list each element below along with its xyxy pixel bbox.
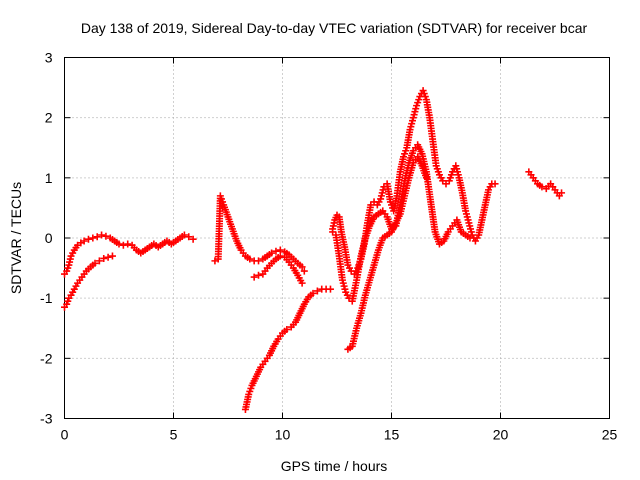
- data-point: [276, 252, 284, 260]
- x-tick-label: 0: [61, 427, 69, 443]
- data-point: [246, 255, 254, 263]
- data-point: [119, 241, 127, 249]
- data-point: [124, 240, 132, 248]
- y-tick-label: 3: [45, 50, 53, 66]
- data-point: [89, 234, 97, 242]
- y-tick-label: 0: [45, 230, 53, 246]
- data-point: [309, 289, 317, 297]
- data-point: [255, 257, 263, 265]
- x-tick-labels: 0 5 10 15 20 25: [61, 427, 618, 443]
- series-seg9: [525, 168, 566, 200]
- x-tick-label: 10: [275, 427, 291, 443]
- data-point: [102, 232, 110, 240]
- data-markers: [61, 87, 566, 413]
- series-seg5: [241, 285, 334, 413]
- data-point: [538, 183, 546, 191]
- data-point: [95, 257, 103, 265]
- data-point: [93, 233, 101, 241]
- data-point: [326, 285, 334, 293]
- data-point: [300, 267, 308, 275]
- y-tick-label: -2: [40, 350, 53, 366]
- data-point: [272, 247, 280, 255]
- data-point: [104, 253, 112, 261]
- data-point: [185, 233, 193, 241]
- data-point: [84, 235, 92, 243]
- data-point: [298, 279, 306, 287]
- data-point: [91, 259, 99, 267]
- x-tick-label: 20: [493, 427, 509, 443]
- y-axis-label: SDTVAR / TECUs: [8, 182, 24, 294]
- series-seg8: [344, 153, 430, 353]
- data-point: [100, 254, 108, 262]
- axis-ticks: [64, 57, 610, 419]
- data-point: [115, 240, 123, 248]
- y-tick-label: -3: [40, 411, 53, 427]
- data-point: [268, 249, 276, 257]
- data-point: [298, 263, 306, 271]
- series-seg3: [211, 192, 308, 275]
- series-seg4: [250, 252, 306, 287]
- data-point: [283, 325, 291, 333]
- data-point: [80, 237, 88, 245]
- x-axis-label: GPS time / hours: [281, 458, 388, 474]
- data-point: [180, 231, 188, 239]
- data-point: [558, 189, 566, 197]
- y-tick-label: 1: [45, 170, 53, 186]
- data-point: [108, 252, 116, 260]
- data-point: [189, 235, 197, 243]
- data-point: [250, 273, 258, 281]
- series-seg2: [61, 252, 116, 311]
- data-point: [313, 287, 321, 295]
- y-tick-labels: -3 -2 -1 0 1 2 3: [40, 50, 53, 427]
- y-tick-label: -1: [40, 290, 53, 306]
- data-point: [255, 271, 263, 279]
- x-tick-label: 5: [170, 427, 178, 443]
- y-tick-label: 2: [45, 110, 53, 126]
- data-point: [276, 246, 284, 254]
- chart-title: Day 138 of 2019, Sidereal Day-to-day VTE…: [81, 20, 588, 36]
- data-point: [422, 174, 430, 182]
- x-tick-label: 15: [384, 427, 400, 443]
- data-point: [98, 231, 106, 239]
- data-point: [491, 180, 499, 188]
- x-tick-label: 25: [602, 427, 618, 443]
- data-point: [466, 234, 474, 242]
- series-seg1: [61, 231, 197, 278]
- series-seg6: [329, 87, 499, 278]
